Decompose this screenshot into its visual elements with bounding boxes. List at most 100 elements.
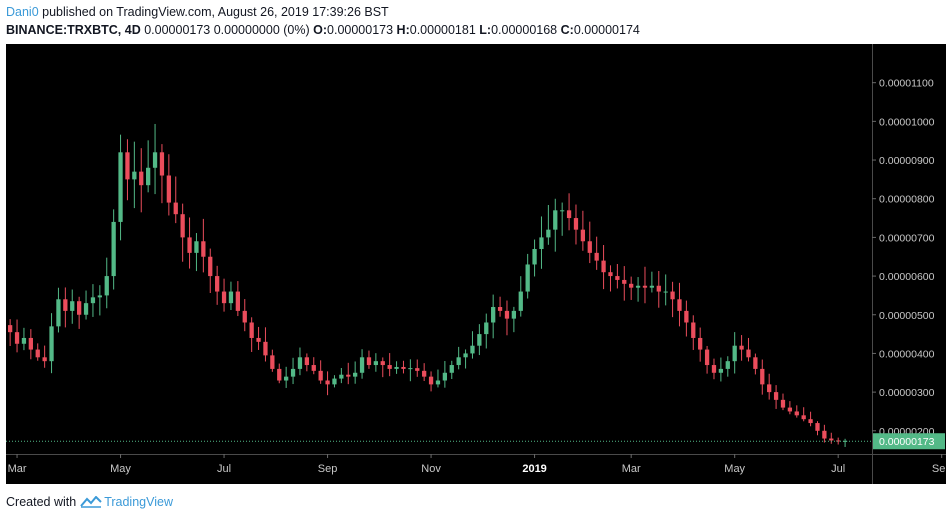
candle-down	[815, 423, 820, 431]
candle-up	[484, 322, 489, 335]
candle-down	[139, 171, 144, 186]
candle-down	[746, 349, 751, 358]
candle-up	[297, 357, 303, 369]
candle-down	[304, 357, 309, 366]
x-tick-label: Jul	[217, 463, 231, 475]
chart-area[interactable]: 0.00000200 0.00000300 0.00000400 0.00000500…	[6, 44, 946, 484]
y-tick-label: 0.00000800	[879, 194, 935, 206]
ohlc-open-value: 0.00000173	[327, 23, 394, 37]
candle-down	[594, 252, 599, 261]
y-tick-label: 0.00000300	[879, 387, 935, 399]
price-change: 0.00000173 0.00000000 (0%)	[144, 23, 310, 37]
candle-up	[539, 237, 544, 249]
candle-up	[290, 368, 296, 377]
candle-down	[656, 285, 661, 292]
candle-down	[42, 357, 47, 362]
candle-down	[242, 310, 247, 323]
x-tick-label: Sep	[932, 463, 946, 475]
x-tick-label: 2019	[522, 463, 546, 475]
candle-down	[187, 237, 192, 253]
candle-up	[373, 361, 379, 366]
x-tick-label: Nov	[421, 463, 441, 475]
candle-down	[380, 361, 385, 366]
candle-up	[511, 310, 517, 319]
candle-up	[152, 152, 158, 168]
candle-down	[346, 374, 351, 377]
candle-down	[608, 272, 613, 277]
candle-up	[518, 291, 523, 311]
publish-info: Dani0 published on TradingView.com, Augu…	[6, 5, 389, 19]
candle-up	[532, 249, 537, 265]
candle-down	[822, 430, 827, 439]
candle-down	[221, 291, 227, 304]
ohlc-high-value: 0.00000181	[409, 23, 476, 37]
candlestick-chart[interactable]: 0.000002000.000003000.000004000.00000500…	[6, 44, 946, 484]
candle-up	[408, 368, 413, 370]
candle-down	[35, 349, 40, 358]
candle-down	[256, 337, 261, 342]
candle-down	[235, 291, 240, 311]
candle-up	[104, 276, 109, 296]
candle-up	[228, 291, 234, 304]
candle-down	[642, 285, 648, 288]
candle-down	[670, 291, 675, 300]
candle-down	[615, 276, 620, 280]
candle-down	[249, 322, 254, 338]
author-link[interactable]: Dani0	[6, 5, 39, 19]
y-tick-label: 0.00001000	[879, 116, 935, 128]
candle-down	[704, 349, 710, 366]
candle-up	[284, 376, 289, 381]
candle-down	[711, 365, 717, 373]
tradingview-brand-link[interactable]: TradingView	[104, 495, 173, 509]
candle-down	[504, 310, 510, 319]
candle-up	[718, 368, 724, 373]
candle-up	[359, 357, 365, 373]
ohlc-high-label: H:	[396, 23, 410, 37]
candle-up	[449, 365, 454, 373]
x-tick-label: May	[724, 463, 745, 475]
candle-down	[263, 341, 268, 356]
candle-down	[794, 411, 799, 416]
candle-up	[56, 299, 61, 327]
candle-up	[49, 326, 54, 362]
x-tick-label: Sep	[318, 463, 338, 475]
candle-up	[470, 345, 475, 354]
candle-down	[808, 419, 813, 424]
candle-up	[339, 374, 344, 379]
candle-up	[146, 167, 151, 186]
y-tick-label: 0.00000600	[879, 271, 935, 283]
candle-down	[14, 332, 20, 344]
candle-down	[580, 229, 586, 242]
candle-up	[491, 307, 496, 323]
candle-up	[635, 285, 641, 288]
tradingview-logo-icon	[80, 496, 102, 508]
candle-down	[173, 202, 178, 215]
candle-up	[525, 264, 530, 292]
candle-down	[497, 307, 503, 311]
candle-up	[560, 210, 565, 212]
candle-down	[166, 175, 171, 203]
candle-down	[760, 368, 765, 385]
ohlc-close-value: 0.00000174	[573, 23, 640, 37]
candle-down	[201, 241, 206, 257]
chart-header: Dani0 published on TradingView.com, Augu…	[0, 0, 951, 44]
symbol-info: BINANCE:TRXBTC, 4D 0.00000173 0.00000000…	[6, 23, 640, 37]
candle-down	[325, 380, 330, 385]
candle-down	[566, 210, 572, 219]
candle-down	[77, 301, 82, 315]
candle-down	[829, 438, 834, 441]
candle-down	[28, 337, 33, 350]
y-tick-label: 0.00000700	[879, 232, 935, 244]
y-tick-label: 0.00001100	[879, 78, 934, 90]
candle-down	[366, 357, 372, 366]
candle-down	[787, 407, 793, 412]
candle-down	[208, 256, 213, 277]
y-tick-label: 0.00000500	[879, 310, 935, 322]
candle-down	[125, 152, 130, 180]
candle-down	[622, 279, 627, 284]
candle-down	[311, 365, 316, 371]
candle-up	[118, 152, 123, 222]
candle-down	[698, 337, 703, 350]
candle-up	[546, 229, 551, 238]
y-tick-label: 0.00000900	[879, 155, 935, 167]
